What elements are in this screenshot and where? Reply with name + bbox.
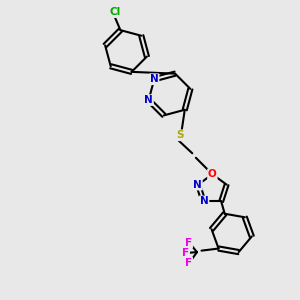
- Text: F: F: [185, 238, 192, 248]
- Text: S: S: [176, 130, 184, 140]
- Text: F: F: [182, 248, 189, 258]
- Text: F: F: [185, 258, 192, 268]
- Text: Cl: Cl: [110, 7, 121, 17]
- Text: N: N: [200, 196, 208, 206]
- Text: O: O: [208, 169, 217, 179]
- Text: N: N: [144, 95, 153, 105]
- Text: N: N: [193, 180, 202, 190]
- Text: N: N: [150, 74, 159, 84]
